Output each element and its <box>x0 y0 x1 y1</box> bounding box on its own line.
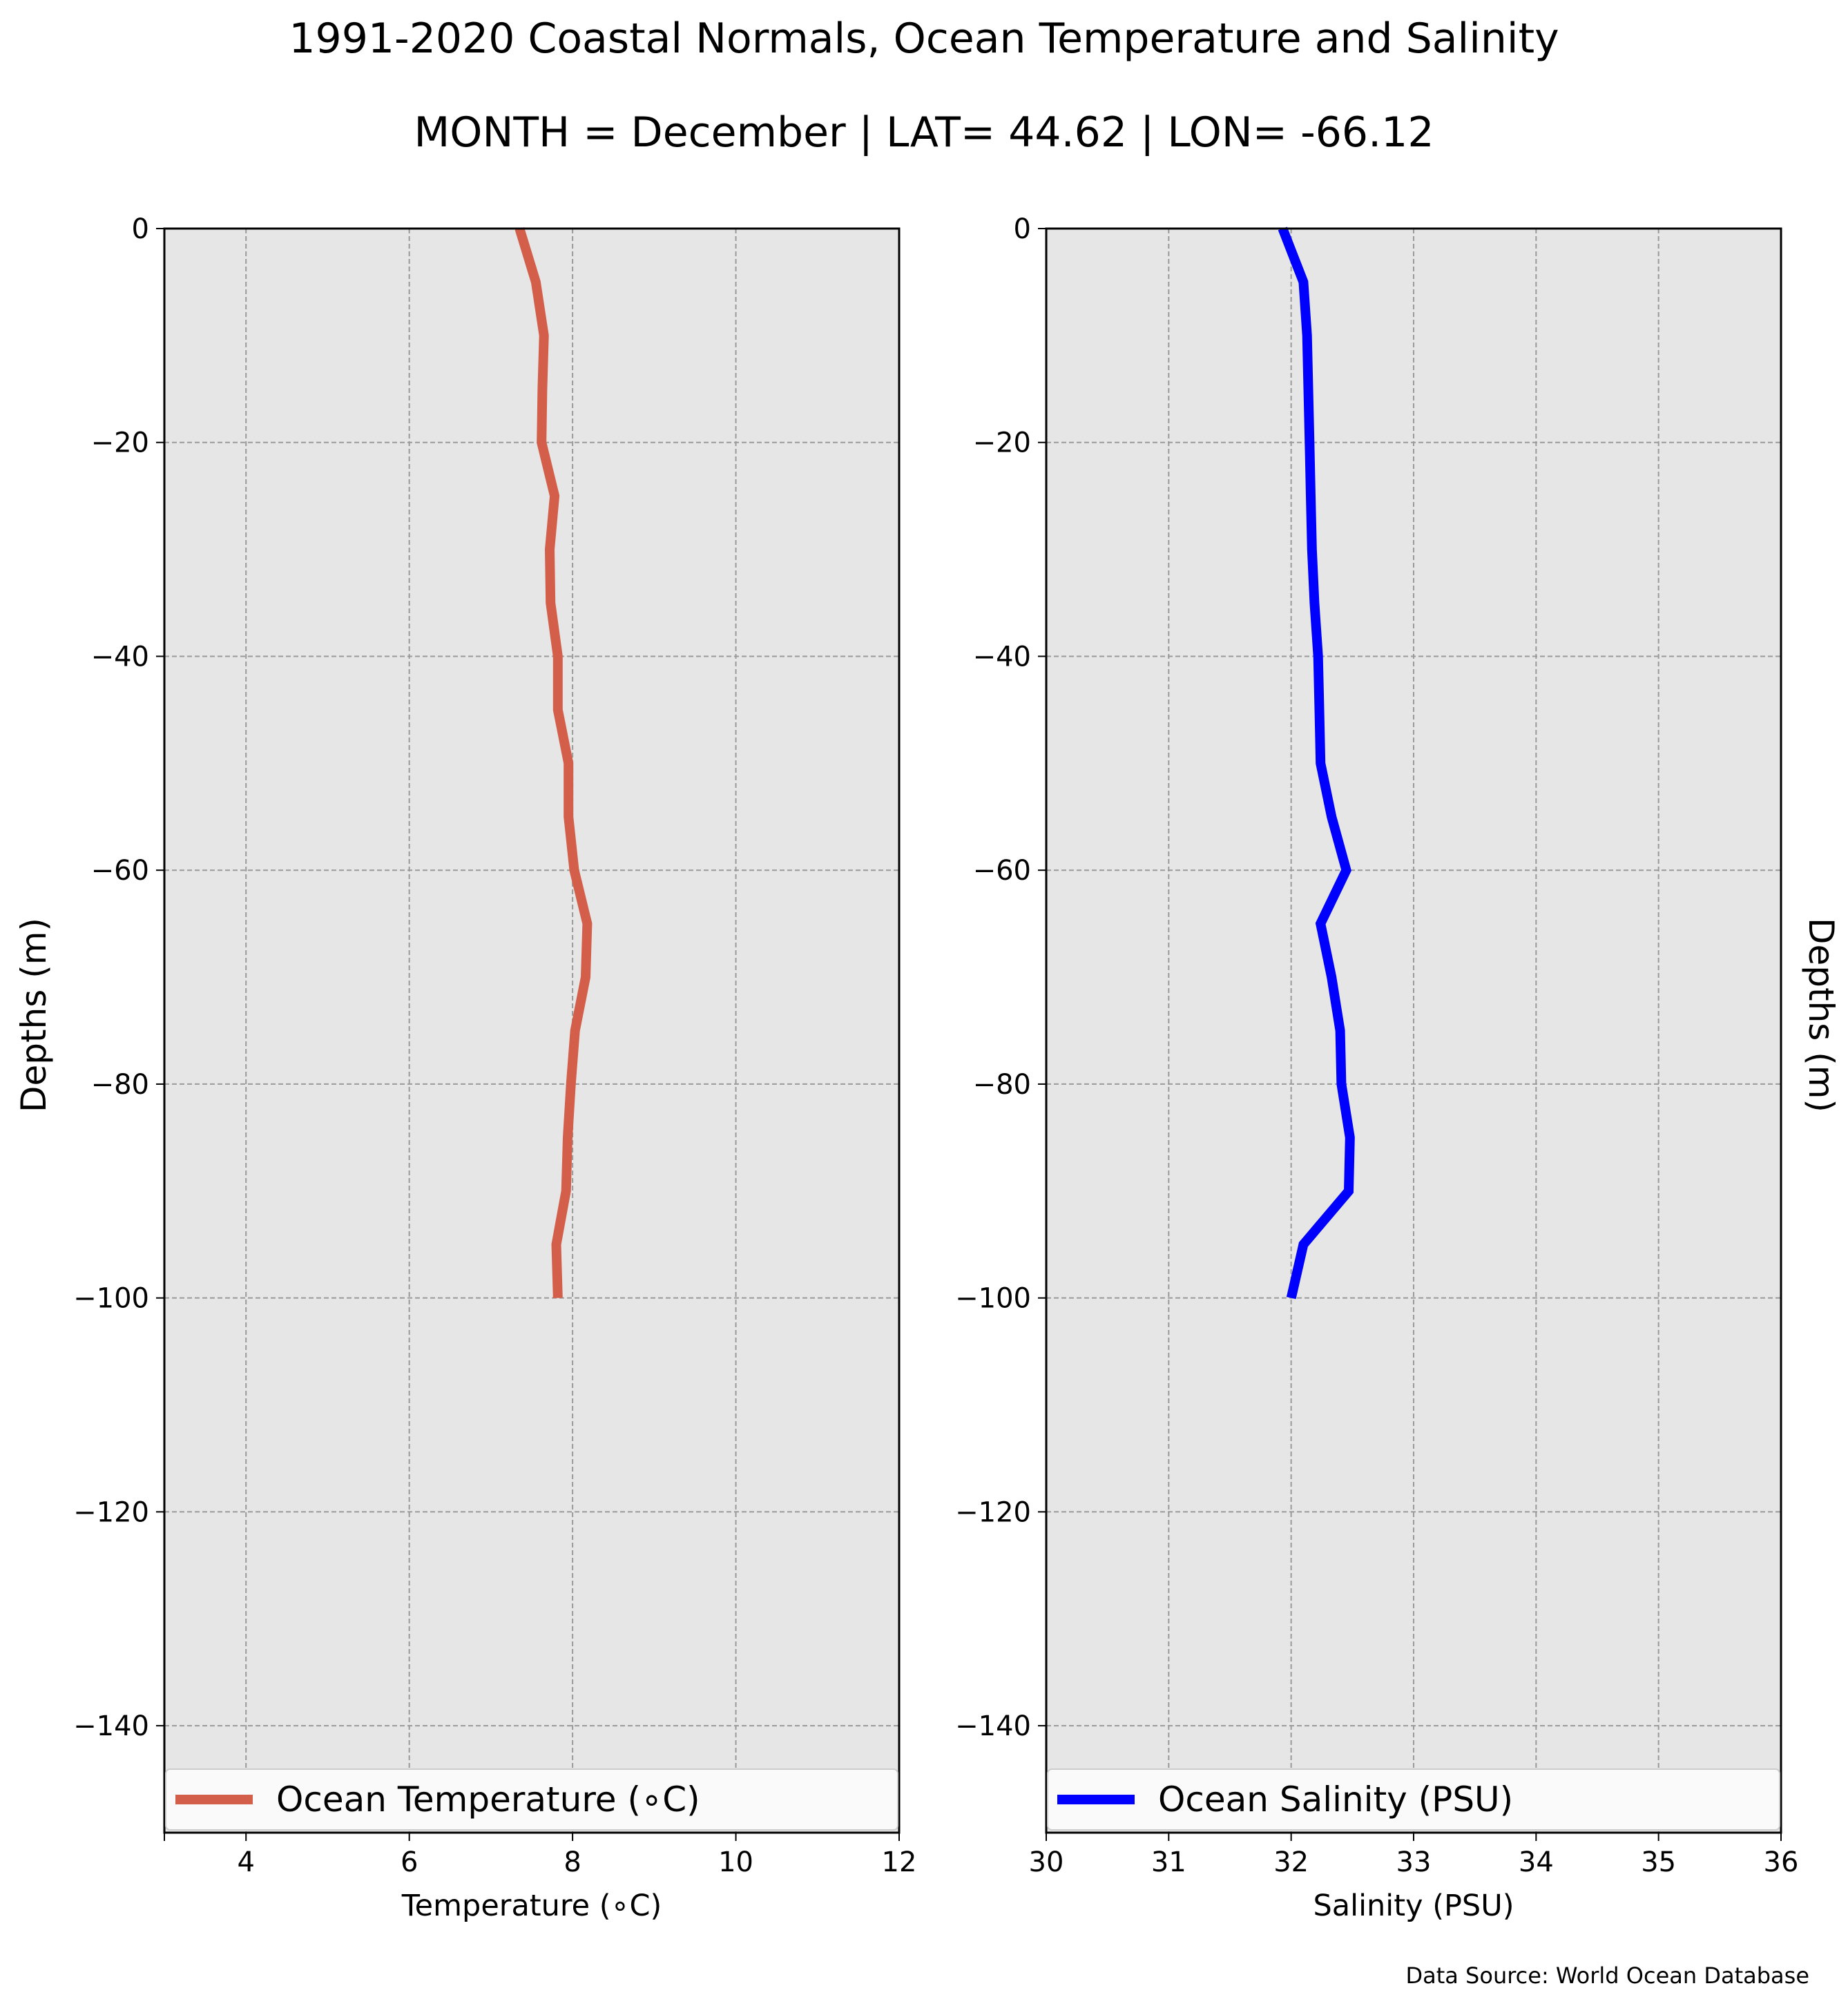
panel-1: 4 6 8 10 12 0 −20 −40 −60 −80 −100 −120 −140 Temperat… <box>73 213 916 1923</box>
y-tick-label: 0 <box>1014 213 1031 245</box>
x-tick-label: 33 <box>1396 1846 1432 1878</box>
y-tick-label: −40 <box>973 641 1031 673</box>
y-tick-label: 0 <box>132 213 149 245</box>
y-tick-label: −140 <box>955 1710 1031 1742</box>
y-tick-label: −140 <box>73 1710 149 1742</box>
y-tick-label: −80 <box>973 1069 1031 1101</box>
chart-subtitle: MONTH = December | LAT= 44.62 | LON= -66… <box>414 108 1434 157</box>
y-tick-label: −100 <box>73 1283 149 1315</box>
x-tick-label: 36 <box>1764 1846 1799 1878</box>
x-axis-label: Salinity (PSU) <box>1313 1889 1514 1923</box>
x-axis-label: Temperature (∘C) <box>401 1889 662 1923</box>
y-tick-label: −20 <box>973 427 1031 459</box>
legend: Ocean Temperature (∘C) <box>165 1768 898 1831</box>
y-tick-label: −120 <box>955 1496 1031 1528</box>
series-line-1 <box>1278 226 1355 1300</box>
panel-2: 30 31 32 33 34 35 36 0 −20 −40 −60 −80 −100 −120 −140 S… <box>955 213 1798 1923</box>
x-tick-label: 35 <box>1641 1846 1676 1878</box>
x-tick-label: 8 <box>564 1846 581 1878</box>
x-tick-label: 32 <box>1273 1846 1309 1878</box>
x-tick-label: 30 <box>1029 1846 1064 1878</box>
y-tick-label: −100 <box>955 1283 1031 1315</box>
y-axis-label-left: Depths (m) <box>14 918 54 1112</box>
y-tick-label: −20 <box>91 427 149 459</box>
x-tick-label: 12 <box>882 1846 917 1878</box>
y-tick-label: −60 <box>91 855 149 887</box>
x-tick-label: 10 <box>718 1846 753 1878</box>
legend-box <box>165 1768 898 1831</box>
plot-background <box>164 229 899 1833</box>
x-tick-label: 6 <box>401 1846 418 1878</box>
x-tick-label: 4 <box>237 1846 254 1878</box>
x-tick-label: 31 <box>1151 1846 1186 1878</box>
plot-frame <box>163 227 901 1834</box>
y-axis-label-right: Depths (m) <box>1801 918 1841 1112</box>
y-tick-label: −40 <box>91 641 149 673</box>
legend-label: Ocean Salinity (PSU) <box>1158 1780 1513 1820</box>
data-source-note: Data Source: World Ocean Database <box>1405 1962 1809 1989</box>
x-tick-label: 34 <box>1519 1846 1554 1878</box>
chart-title: 1991-2020 Coastal Normals, Ocean Tempera… <box>289 15 1559 63</box>
legend-label: Ocean Temperature (∘C) <box>276 1780 700 1820</box>
series-line-1 <box>514 226 593 1298</box>
legend-box <box>1047 1768 1780 1831</box>
y-tick-label: −120 <box>73 1496 149 1528</box>
y-tick-label: −80 <box>91 1069 149 1101</box>
chart-panels: 4 6 8 10 12 0 −20 −40 −60 −80 −100 −120 −140 Temperat… <box>73 213 1798 1923</box>
y-tick-label: −60 <box>973 855 1031 887</box>
legend: Ocean Salinity (PSU) <box>1047 1768 1780 1831</box>
